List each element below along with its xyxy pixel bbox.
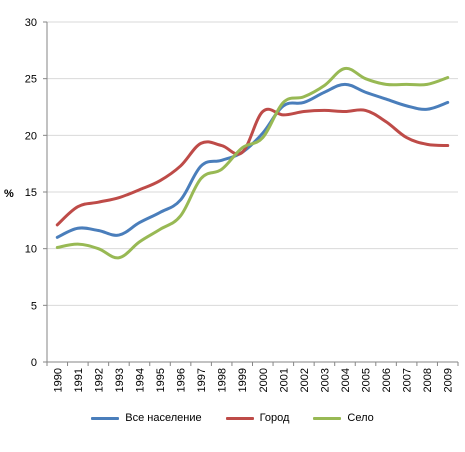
- x-tick-label: 1991: [73, 368, 85, 392]
- x-tick-label: 2006: [381, 368, 393, 392]
- x-axis: 1990 1991 1992 1993 1994 1995 1996 1997 1998 1999…: [46, 361, 459, 392]
- y-axis-label: %: [4, 188, 14, 200]
- legend-swatch: [91, 416, 120, 420]
- x-tick-label: 2002: [299, 368, 311, 392]
- x-tick-label: 1990: [52, 368, 64, 392]
- x-tick-label: 1993: [114, 368, 126, 392]
- legend-label: Город: [259, 412, 290, 424]
- legend-label: Село: [347, 412, 374, 424]
- x-tick-label: 2008: [422, 368, 434, 392]
- y-tick-label: 20: [25, 130, 37, 142]
- x-tick-label: 1992: [93, 368, 105, 392]
- x-tick-label: 1994: [134, 368, 146, 392]
- legend-item: Все население: [91, 412, 202, 424]
- x-tick-label: 2007: [402, 368, 414, 392]
- x-tick-label: 1996: [176, 368, 188, 392]
- y-axis: 0 5 10 15 20 25 30: [25, 17, 48, 369]
- y-tick-label: 10: [25, 244, 37, 256]
- x-tick-label: 1997: [196, 368, 208, 392]
- y-tick-label: 5: [31, 300, 37, 312]
- x-tick-label: 1998: [217, 368, 229, 392]
- x-tick-label: 2003: [319, 368, 331, 392]
- x-tick-label: 2004: [340, 368, 352, 392]
- legend-swatch: [225, 416, 254, 420]
- legend-item: Город: [225, 412, 290, 424]
- chart-legend: Все население Город Село: [0, 412, 465, 424]
- grid-lines: [47, 21, 458, 306]
- y-tick-label: 30: [25, 17, 37, 29]
- series-line-2: [55, 107, 450, 227]
- series-line-1: [55, 82, 450, 239]
- x-tick-label: 2005: [361, 368, 373, 392]
- series-line-3: [55, 66, 450, 260]
- x-tick-label: 2000: [258, 368, 270, 392]
- legend-swatch: [313, 416, 342, 420]
- x-tick-label: 1995: [155, 368, 167, 392]
- y-tick-label: 0: [31, 357, 37, 369]
- x-tick-label: 2001: [278, 368, 290, 392]
- x-tick-label: 1999: [237, 368, 249, 392]
- series-lines: [55, 66, 450, 260]
- x-tick-label: 2009: [443, 368, 455, 392]
- y-tick-label: 25: [25, 74, 37, 86]
- legend-item: Село: [313, 412, 374, 424]
- y-tick-label: 15: [25, 187, 37, 199]
- legend-label: Все население: [125, 412, 202, 424]
